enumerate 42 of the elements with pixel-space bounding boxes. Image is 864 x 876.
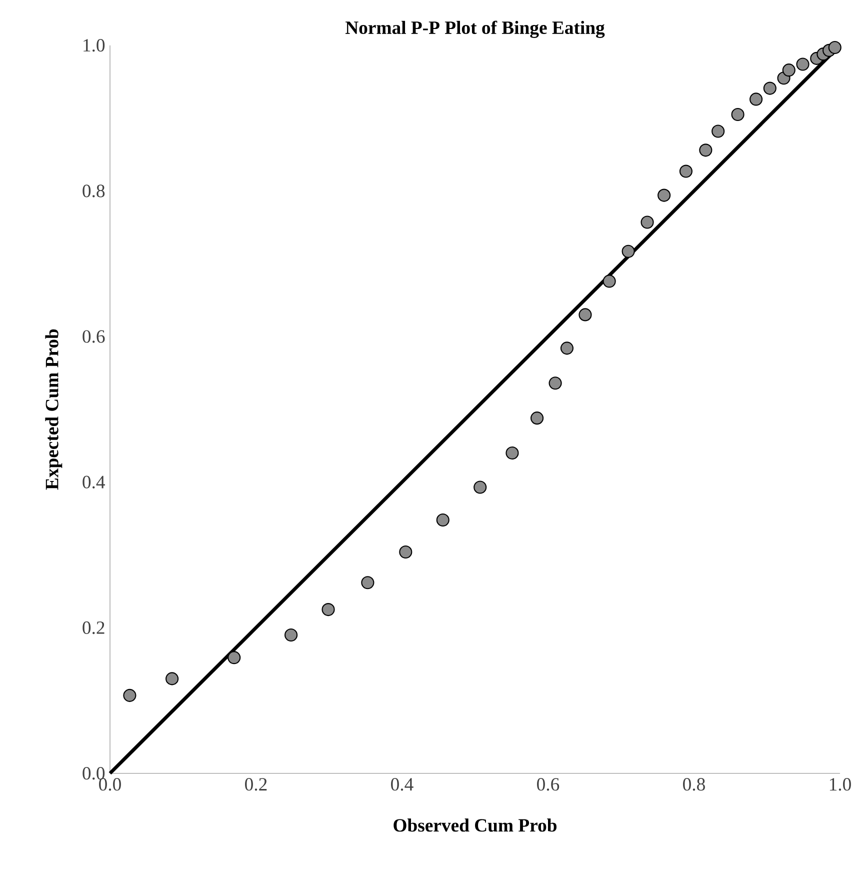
point [560, 342, 574, 355]
y-tick-label: 1.0 [84, 38, 105, 52]
y-tick-label: 0.4 [82, 476, 106, 488]
x-tick-label: 0.4 [391, 778, 414, 791]
x-tick-label: 1.0 [830, 778, 851, 791]
y-tick-label: 0.8 [82, 184, 105, 198]
point [658, 188, 671, 202]
point [796, 58, 810, 71]
point [602, 274, 616, 288]
x-tick-label: 0.0 [99, 778, 121, 791]
point [530, 412, 544, 425]
point [699, 144, 712, 157]
point [640, 216, 654, 229]
point [166, 672, 179, 686]
point [506, 446, 519, 460]
point [828, 40, 842, 54]
x-tick-label: 0.8 [683, 778, 705, 791]
x-tick-label: 0.6 [537, 778, 560, 791]
point [228, 651, 241, 664]
point [474, 480, 487, 494]
point [436, 513, 450, 527]
point [782, 64, 796, 77]
x-axis-title: Observed Cum Prob [394, 818, 557, 832]
point [123, 688, 136, 702]
point [578, 308, 592, 322]
y-tick-label: 0.6 [82, 330, 105, 343]
point [750, 92, 763, 106]
y-tick-label: 0.0 [82, 766, 105, 780]
chart-title: Normal P-P Plot of Binge Eating [345, 20, 605, 38]
point [322, 603, 335, 616]
point [622, 244, 635, 258]
point [284, 628, 298, 642]
x-tick-label: 0.2 [245, 778, 267, 791]
point [763, 82, 776, 95]
point [731, 108, 744, 122]
point [712, 124, 725, 138]
y-axis-title: Expected Cum Prob [45, 329, 62, 490]
point [679, 164, 692, 178]
point [361, 576, 374, 590]
point [399, 545, 412, 559]
y-tick-label: 0.2 [82, 621, 104, 634]
point [548, 376, 562, 390]
